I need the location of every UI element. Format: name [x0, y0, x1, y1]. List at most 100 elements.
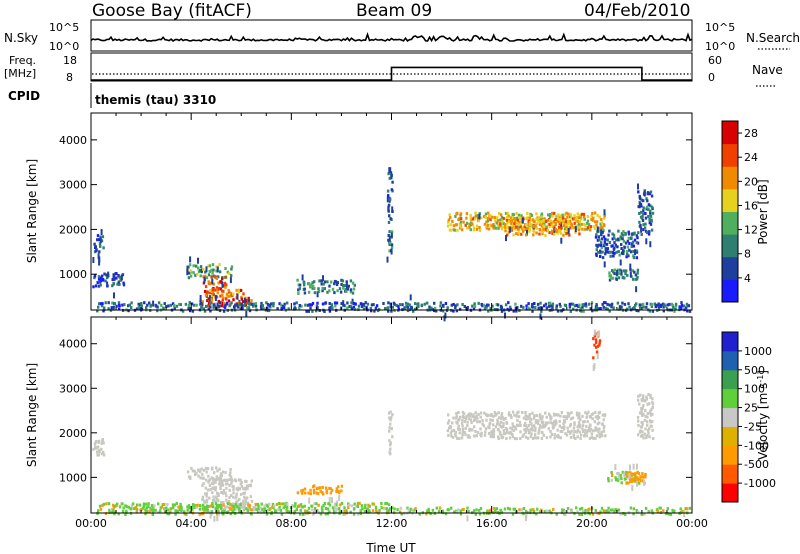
velocity-cell [647, 431, 650, 435]
freq-line [91, 66, 692, 81]
power-cbar-segment [722, 121, 738, 145]
velocity-cell [637, 419, 640, 423]
velocity-cell [649, 396, 652, 399]
power-cell [107, 271, 110, 278]
freq-unit-label: [MHz] [4, 67, 36, 80]
power-cell [238, 303, 242, 307]
velocity-cell [594, 415, 598, 419]
power-cell [328, 309, 332, 313]
power-cell [591, 218, 594, 222]
velocity-cell [150, 504, 154, 508]
power-cell [535, 222, 538, 226]
power-cell [465, 212, 469, 216]
power-cell [210, 294, 214, 298]
power-cell [204, 285, 208, 289]
velocity-cell [245, 496, 249, 500]
power-cell [612, 306, 615, 310]
power-cell [611, 232, 614, 236]
power-cell [213, 304, 217, 308]
power-cell [541, 220, 544, 223]
velocity-cell [452, 416, 455, 420]
power-cell [559, 214, 563, 218]
velocity-cell [549, 414, 552, 418]
velocity-cell [533, 436, 536, 440]
velocity-cell [614, 508, 617, 512]
velocity-cell [607, 510, 610, 514]
velocity-cell [531, 427, 534, 431]
velocity-cell [222, 489, 226, 492]
velocity-cell [604, 509, 607, 513]
velocity-cell [186, 470, 190, 474]
power-cell [246, 306, 249, 310]
power-cell [506, 307, 509, 311]
power-cell [96, 238, 99, 242]
power-cell [347, 284, 350, 288]
velocity-cell [578, 512, 581, 516]
power-cell [526, 216, 529, 220]
power-cell [99, 279, 102, 283]
power-cell [444, 312, 447, 319]
velocity-cell [202, 468, 206, 472]
velocity-cell [466, 424, 469, 427]
velocity-cell [235, 492, 238, 496]
power-cell [120, 274, 123, 281]
power-cell [117, 301, 121, 305]
velocity-cell [337, 489, 340, 493]
velocity-cell [529, 508, 532, 512]
velocity-cell [240, 485, 244, 488]
velocity-cell [454, 430, 458, 434]
velocity-cell [221, 508, 225, 512]
power-cell [600, 229, 603, 236]
power-cell [339, 290, 343, 294]
power-cell [342, 303, 345, 307]
velocity-cell [594, 338, 598, 342]
power-cell [489, 218, 492, 222]
power-cell [628, 248, 631, 252]
velocity-cell [221, 482, 224, 486]
power-cell [635, 302, 638, 306]
velocity-cell [350, 504, 354, 508]
velocity-cell [639, 475, 642, 479]
velocity-cell [588, 507, 591, 511]
power-cell [591, 212, 594, 215]
velocity-cell [238, 487, 242, 491]
velocity-cell [130, 504, 134, 508]
power-cell [617, 250, 620, 253]
power-cbar-tick-label: 8 [744, 248, 751, 261]
velocity-cell [524, 414, 527, 418]
velocity-cell [596, 422, 599, 426]
power-cell [512, 309, 515, 313]
velocity-cell [569, 417, 573, 421]
velocity-cell [212, 482, 215, 486]
power-cell [188, 309, 192, 313]
power-cell [218, 301, 222, 305]
velocity-cell [641, 472, 644, 476]
velocity-cell [627, 481, 630, 485]
velocity-cell [455, 415, 458, 419]
velocity-cell [224, 482, 228, 486]
velocity-cell [206, 467, 210, 471]
velocity-cell [243, 486, 247, 490]
freq-label: Freq. [9, 54, 36, 67]
velocity-cell [92, 447, 95, 451]
power-cell [265, 301, 268, 305]
velocity-cell [547, 427, 550, 431]
velocity-cell [537, 431, 540, 435]
velocity-cell [569, 423, 572, 426]
power-cell [619, 235, 622, 239]
velocity-cell [492, 429, 496, 433]
power-cell [502, 216, 505, 220]
power-cell [112, 307, 115, 311]
power-cell [500, 306, 503, 310]
power-cell [148, 301, 151, 305]
velocity-cell [586, 420, 589, 424]
velocity-cell [169, 510, 172, 514]
power-cell [117, 274, 120, 277]
velocity-cell [548, 509, 551, 513]
velocity-cell [211, 466, 214, 470]
velocity-cell [97, 439, 101, 443]
velocity-cell [581, 414, 584, 418]
velocity-cell [487, 431, 491, 435]
power-cell [511, 219, 514, 223]
power-cell [640, 233, 643, 236]
